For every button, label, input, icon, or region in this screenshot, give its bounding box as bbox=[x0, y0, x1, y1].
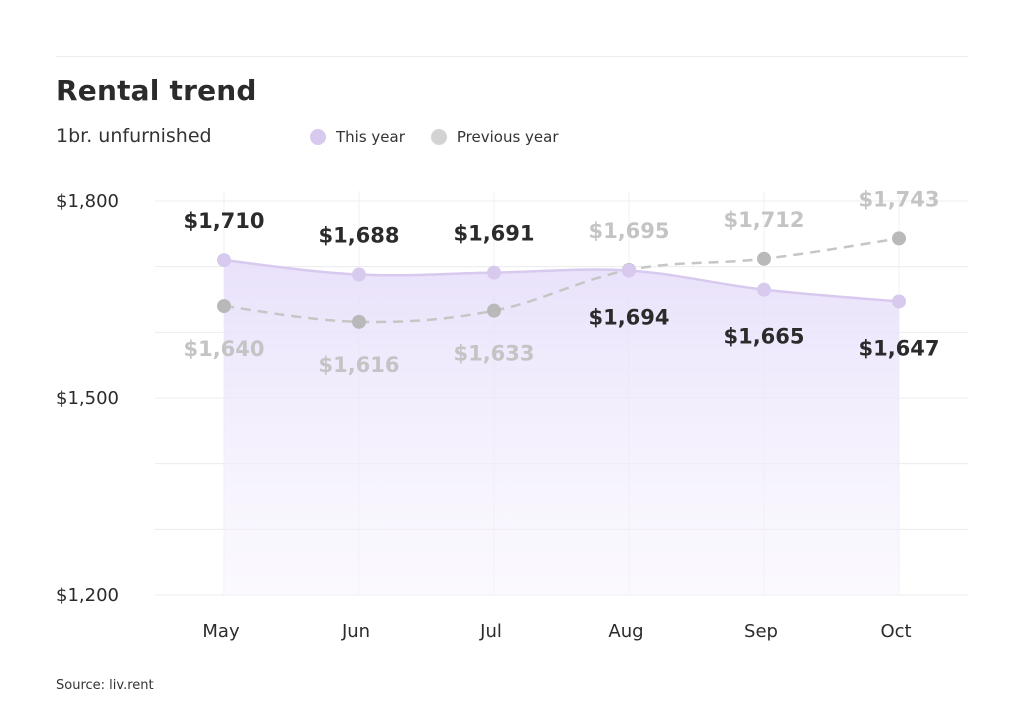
x-tick-label: Aug bbox=[608, 621, 643, 642]
point-previous-year bbox=[892, 231, 906, 246]
data-label-this-year: $1,688 bbox=[318, 224, 399, 248]
data-label-previous-year: $1,633 bbox=[453, 342, 534, 366]
line-this-year bbox=[223, 258, 900, 303]
point-this-year bbox=[892, 294, 906, 309]
legend-item-previous-year: Previous year bbox=[430, 128, 559, 146]
point-this-year bbox=[487, 265, 501, 280]
legend-swatch-this-year bbox=[310, 129, 326, 145]
line-previous-year bbox=[223, 237, 900, 324]
x-tick-label: Jul bbox=[479, 621, 502, 642]
point-previous-year bbox=[217, 299, 231, 314]
legend: This year Previous year bbox=[310, 128, 559, 146]
source-note: Source: liv.rent bbox=[56, 678, 154, 693]
data-label-previous-year: $1,743 bbox=[858, 187, 939, 211]
data-label-previous-year: $1,712 bbox=[723, 208, 804, 232]
top-divider bbox=[56, 56, 968, 57]
legend-swatch-previous-year bbox=[430, 129, 447, 145]
data-label-previous-year: $1,640 bbox=[183, 337, 264, 361]
legend-label-this-year: This year bbox=[336, 128, 405, 146]
x-tick-label: May bbox=[202, 621, 240, 642]
data-label-this-year: $1,691 bbox=[453, 222, 534, 246]
data-label-previous-year: $1,695 bbox=[588, 219, 669, 243]
legend-label-previous-year: Previous year bbox=[456, 128, 559, 146]
y-tick-label: $1,200 bbox=[56, 585, 119, 606]
data-label-this-year: $1,665 bbox=[723, 325, 804, 349]
data-label-this-year: $1,694 bbox=[588, 306, 669, 330]
x-tick-label: Sep bbox=[744, 621, 778, 642]
data-label-previous-year: $1,616 bbox=[318, 353, 399, 377]
chart-subtitle: 1br. unfurnished bbox=[56, 125, 212, 147]
area-this-year bbox=[224, 260, 899, 595]
point-this-year bbox=[352, 267, 366, 282]
point-previous-year bbox=[487, 303, 501, 318]
x-tick-label: Jun bbox=[341, 621, 370, 642]
legend-item-this-year: This year bbox=[310, 128, 405, 146]
point-this-year bbox=[217, 253, 231, 268]
point-this-year bbox=[757, 282, 771, 297]
point-this-year bbox=[622, 263, 636, 278]
point-previous-year bbox=[352, 314, 366, 329]
data-label-this-year: $1,710 bbox=[183, 209, 264, 233]
x-tick-label: Oct bbox=[880, 621, 911, 642]
point-previous-year bbox=[757, 251, 771, 266]
y-tick-label: $1,500 bbox=[56, 388, 119, 409]
chart-title: Rental trend bbox=[56, 74, 257, 107]
data-label-this-year: $1,647 bbox=[858, 336, 939, 360]
y-tick-label: $1,800 bbox=[56, 191, 119, 212]
